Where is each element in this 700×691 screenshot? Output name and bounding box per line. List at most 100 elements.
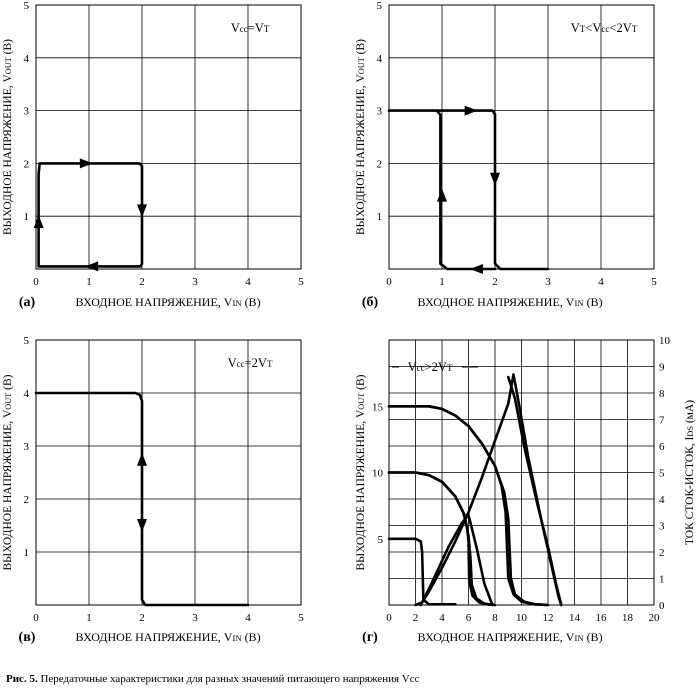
x-tick-label: 14 [569, 612, 581, 624]
y-tick-label: 5 [24, 0, 30, 12]
series-line [37, 162, 144, 268]
y-tick-label: 4 [24, 388, 30, 400]
caption-text: Передаточные характеристики для разных з… [40, 673, 420, 685]
y-tick-label: 15 [372, 401, 384, 413]
y2-tick-label: 9 [659, 362, 665, 374]
direction-arrow [137, 519, 147, 532]
series-line [387, 471, 497, 607]
y2-tick-label: 6 [659, 441, 665, 453]
x-tick-label: 3 [192, 276, 198, 288]
x-tick-label: 1 [439, 276, 445, 288]
caption-label: Рис. 5. [6, 673, 38, 685]
y-axis-label: ВЫХОДНОЕ НАПРЯЖЕНИЕ, VOUT (В) [355, 374, 367, 570]
y2-tick-label: 2 [659, 547, 665, 559]
series-line [435, 109, 550, 271]
figure-caption: Рис. 5. Передаточные характеристики для … [6, 673, 420, 685]
direction-arrow [464, 105, 478, 116]
x-tick-label: 4 [598, 276, 604, 288]
direction-arrow [137, 452, 147, 466]
panel-label: (а) [19, 295, 36, 310]
direction-arrow [490, 172, 500, 186]
panel-label: (б) [362, 295, 379, 310]
y-axis-label: ВЫХОДНОЕ НАПРЯЖЕНИЕ, VOUT (В) [2, 39, 14, 235]
y2-tick-label: 0 [659, 600, 665, 612]
y-tick-label: 3 [377, 106, 383, 118]
x-tick-label: 18 [622, 612, 634, 624]
x-tick-label: 5 [651, 276, 657, 288]
y-tick-label: 2 [24, 158, 30, 170]
x-tick-label: 0 [33, 612, 39, 624]
direction-arrow [33, 214, 44, 228]
x-axis-label: ВХОДНОЕ НАПРЯЖЕНИЕ, VIN (В) [417, 630, 602, 644]
y2-tick-label: 5 [659, 468, 665, 480]
y-tick-label: 4 [24, 53, 30, 65]
panel-1: 0 1 2 3 4 5 1 2 3 4 5 Vcc=VT ВЫХОДНОЕ НАПРЯЖЕНИЕ, VO… [2, 0, 304, 310]
series-line [507, 375, 563, 607]
direction-arrow [469, 264, 483, 274]
x-tick-label: 4 [245, 612, 251, 624]
supply-voltage-annotation: Vcc>2VT [408, 360, 453, 374]
x-tick-label: 0 [386, 612, 392, 624]
x-tick-label: 0 [386, 276, 392, 288]
x-tick-label: 12 [543, 612, 554, 624]
y-tick-label: 5 [24, 335, 30, 347]
x-tick-label: 2 [413, 612, 419, 624]
x-tick-label: 1 [86, 612, 92, 624]
x-tick-label: 6 [466, 612, 472, 624]
series-line [387, 405, 550, 607]
plot-frame [35, 339, 302, 606]
y2-tick-label: 4 [659, 494, 665, 506]
y2-axis-label: ТОК СТОК-ИСТОК, IDS (мА) [684, 400, 696, 545]
x-tick-label: 0 [33, 276, 39, 288]
supply-voltage-annotation: VT<Vcc<2VT [571, 21, 638, 35]
y-tick-label: 5 [378, 534, 384, 546]
x-tick-label: 8 [492, 612, 498, 624]
x-axis-label: ВХОДНОЕ НАПРЯЖЕНИЕ, VIN (В) [75, 295, 260, 309]
y-axis-label: ВЫХОДНОЕ НАПРЯЖЕНИЕ, VOUT (В) [2, 374, 14, 570]
x-tick-label: 10 [516, 612, 528, 624]
panel-3: 0 1 2 3 4 5 1 2 3 4 5 Vcc=2VT ВЫХОДНОЕ НАПРЯЖЕНИЕ, V… [2, 335, 304, 645]
direction-arrow [437, 188, 447, 202]
series-line [34, 391, 250, 607]
y-tick-label: 1 [24, 211, 30, 223]
panel-label: (в) [19, 630, 36, 645]
series-line [419, 513, 494, 607]
series-line [387, 109, 497, 271]
x-tick-label: 4 [245, 276, 251, 288]
direction-arrow [85, 261, 99, 272]
x-tick-label: 2 [139, 276, 145, 288]
y-tick-label: 1 [24, 547, 30, 559]
y-tick-label: 2 [24, 494, 30, 506]
x-tick-label: 20 [649, 612, 661, 624]
y-tick-label: 1 [377, 211, 383, 223]
panel-4: 0 2 4 6 8 10 12 14 16 18 2001234567891051015Vcc>2V… [355, 335, 696, 645]
x-tick-label: 16 [596, 612, 608, 624]
y-tick-label: 3 [24, 106, 30, 118]
x-tick-label: 2 [139, 612, 145, 624]
x-axis-label: ВХОДНОЕ НАПРЯЖЕНИЕ, VIN (В) [75, 630, 260, 644]
x-axis-label: ВХОДНОЕ НАПРЯЖЕНИЕ, VIN (В) [417, 295, 602, 309]
y2-tick-label: 10 [659, 335, 671, 347]
y2-tick-label: 8 [659, 388, 665, 400]
x-tick-label: 5 [298, 276, 304, 288]
panel-2: 0 1 2 3 4 5 1 2 3 4 5 VT<Vcc<2VT ВЫХОДНОЕ НАПРЯЖЕНИЕ… [355, 0, 657, 310]
direction-arrow [137, 204, 147, 218]
direction-arrow [79, 158, 93, 169]
x-tick-label: 5 [298, 612, 304, 624]
plot-frame [388, 4, 655, 270]
x-tick-label: 3 [192, 612, 198, 624]
y2-tick-label: 3 [659, 521, 665, 533]
y-tick-label: 4 [377, 53, 383, 65]
y-axis-label: ВЫХОДНОЕ НАПРЯЖЕНИЕ, VOUT (В) [355, 39, 367, 235]
y-tick-label: 5 [377, 0, 383, 12]
plot-frame [35, 4, 302, 270]
panel-label: (г) [362, 630, 378, 645]
series-line [387, 537, 457, 606]
supply-voltage-annotation: Vcc=VT [231, 21, 270, 35]
x-tick-label: 1 [86, 276, 92, 288]
y-tick-label: 10 [372, 468, 384, 480]
y-tick-label: 2 [377, 158, 383, 170]
x-tick-label: 2 [492, 276, 498, 288]
y2-tick-label: 7 [659, 415, 665, 427]
